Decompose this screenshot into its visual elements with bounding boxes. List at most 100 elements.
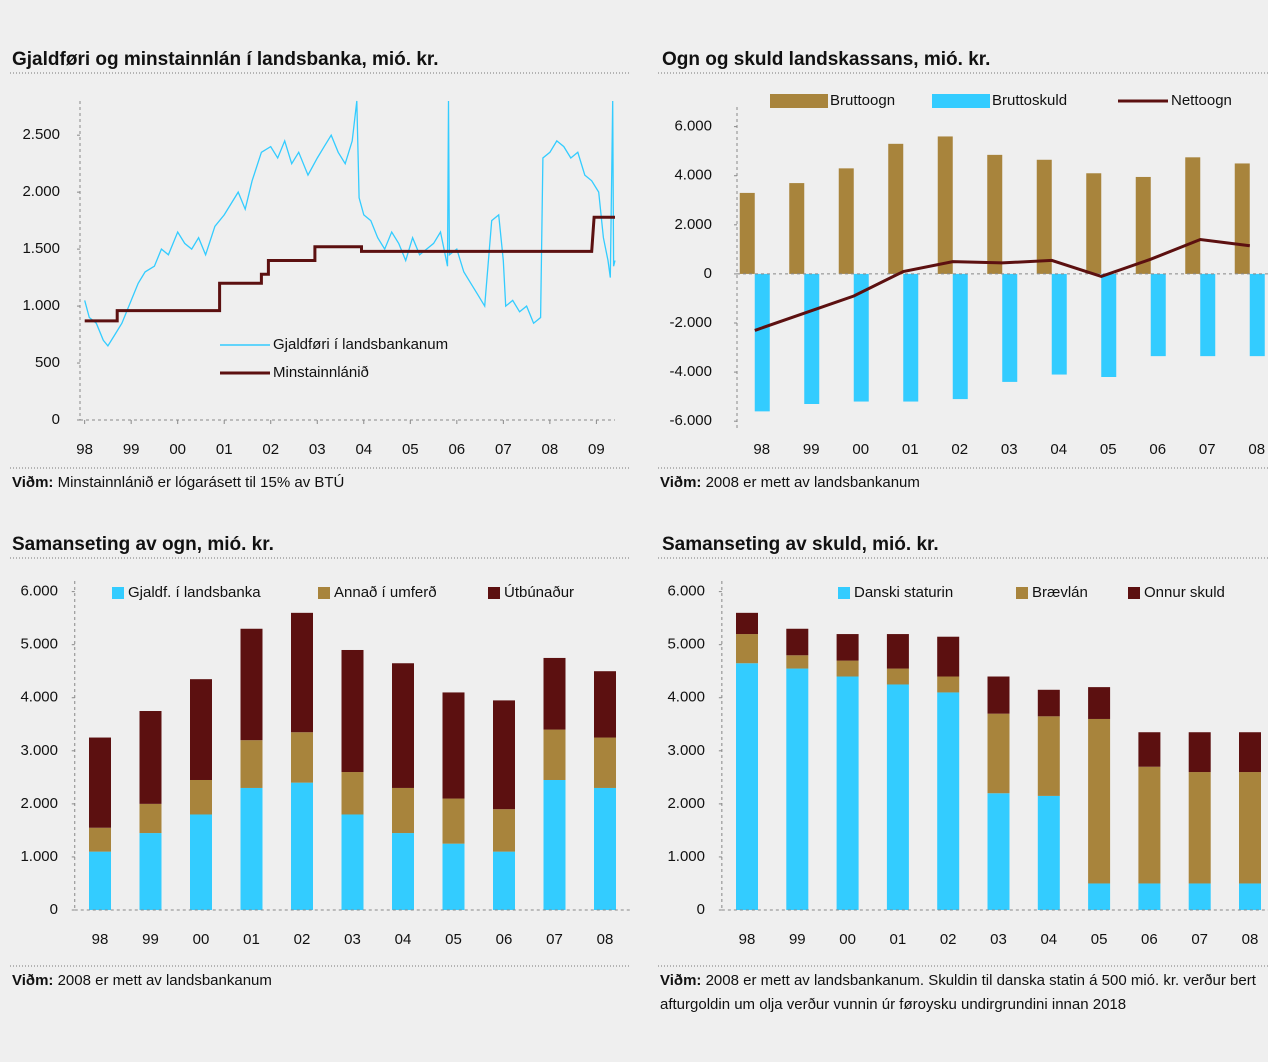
bar-segment — [736, 663, 758, 910]
x-tick-label: 05 — [1100, 441, 1117, 458]
footnote-label: Viðm: — [660, 474, 702, 491]
bar-segment — [786, 628, 809, 656]
x-tick-label: 06 — [1141, 931, 1158, 948]
x-tick-label: 01 — [216, 441, 233, 458]
bar-segment — [1037, 716, 1060, 796]
x-tick-label: 07 — [495, 441, 512, 458]
y-tick-label: 6.000 — [674, 118, 712, 135]
footnote-label: Viðm: — [660, 972, 702, 989]
bar-segment — [139, 833, 162, 910]
bar-segment — [786, 668, 809, 910]
x-tick-label: 98 — [76, 441, 93, 458]
x-tick-label: 04 — [395, 931, 412, 948]
legend-label: Bruttoogn — [830, 92, 895, 109]
x-tick-label: 03 — [344, 931, 361, 948]
y-tick-label: 4.000 — [20, 689, 58, 706]
bar — [1234, 163, 1250, 274]
bar — [888, 143, 904, 274]
y-tick-label: 2.000 — [674, 216, 712, 233]
x-tick-label: 05 — [1091, 931, 1108, 948]
bar-segment — [594, 787, 616, 910]
bar-segment — [1088, 687, 1111, 719]
bar-segment — [543, 779, 566, 910]
bar-segment — [987, 713, 1010, 794]
x-tick-label: 98 — [92, 931, 109, 948]
bar-segment — [139, 803, 162, 834]
bar-segment — [442, 692, 465, 799]
y-tick-label: 6.000 — [20, 583, 58, 600]
bar-segment — [836, 634, 859, 661]
bar-segment — [240, 740, 263, 788]
legend-label: Gjaldf. í landsbanka — [128, 584, 261, 601]
legend-swatch — [488, 587, 500, 599]
bar — [937, 136, 953, 274]
bar-segment — [341, 772, 364, 815]
y-tick-label: 5.000 — [667, 636, 705, 653]
x-tick-label: 00 — [852, 441, 869, 458]
x-tick-label: 05 — [402, 441, 419, 458]
bar — [987, 154, 1003, 274]
chart-title: Gjaldføri og minstainnlán í landsbanka, … — [12, 49, 439, 70]
bar-segment — [937, 636, 960, 677]
bar — [1135, 176, 1151, 274]
bar-segment — [1138, 883, 1161, 910]
bar-segment — [937, 676, 960, 693]
x-tick-label: 02 — [262, 441, 279, 458]
bar — [1150, 273, 1166, 357]
x-tick-label: 01 — [902, 441, 919, 458]
chart-title: Ogn og skuld landskassans, mió. kr. — [662, 49, 990, 70]
x-tick-label: 04 — [1050, 441, 1067, 458]
x-tick-label: 00 — [169, 441, 186, 458]
x-tick-label: 04 — [1040, 931, 1057, 948]
bar — [1036, 159, 1052, 274]
y-tick-label: 1.000 — [20, 848, 58, 865]
y-tick-label: 500 — [35, 354, 60, 371]
y-tick-label: 4.000 — [667, 689, 705, 706]
bar-segment — [594, 671, 616, 738]
bar-segment — [937, 692, 960, 910]
legend-swatch — [112, 587, 124, 599]
legend-label: Onnur skuld — [1144, 584, 1225, 601]
bar-segment — [836, 676, 859, 910]
x-tick-label: 02 — [940, 931, 957, 948]
bar-segment — [89, 827, 111, 852]
y-tick-label: 1.000 — [667, 848, 705, 865]
bar-segment — [543, 729, 566, 780]
series-line — [84, 100, 616, 348]
y-tick-label: -4.000 — [669, 363, 712, 380]
bar-segment — [543, 657, 566, 730]
bar-segment — [190, 679, 212, 780]
bar-segment — [886, 668, 909, 685]
x-tick-label: 09 — [588, 441, 605, 458]
x-tick-label: 07 — [1191, 931, 1208, 948]
x-tick-label: 03 — [309, 441, 326, 458]
bar-segment — [1037, 689, 1060, 717]
bar-segment — [594, 737, 616, 788]
bar-segment — [493, 700, 515, 810]
bar-segment — [1239, 772, 1261, 884]
bar-segment — [987, 793, 1010, 910]
bar — [1200, 273, 1216, 357]
legend-label: Nettoogn — [1171, 92, 1232, 109]
bar-segment — [736, 612, 758, 635]
y-tick-label: 3.000 — [667, 742, 705, 759]
x-tick-label: 07 — [546, 931, 563, 948]
x-tick-label: 05 — [445, 931, 462, 948]
y-tick-label: 0 — [50, 901, 58, 918]
bar-segment — [341, 649, 364, 773]
x-tick-label: 02 — [294, 931, 311, 948]
legend-swatch — [318, 587, 330, 599]
bar-segment — [89, 851, 111, 910]
y-tick-label: 1.000 — [22, 297, 60, 314]
bar-segment — [493, 809, 515, 852]
bar-segment — [1188, 732, 1211, 773]
y-tick-label: 1.500 — [22, 240, 60, 257]
bar — [1101, 273, 1117, 377]
bar-segment — [1188, 883, 1211, 910]
bar-segment — [1138, 766, 1161, 884]
bar — [1051, 273, 1067, 375]
legend-swatch — [932, 94, 990, 108]
footnote: Viðm: 2008 er mett av landsbankanum — [660, 471, 1260, 495]
footnote: Viðm: 2008 er mett av landsbankanum — [12, 969, 622, 993]
